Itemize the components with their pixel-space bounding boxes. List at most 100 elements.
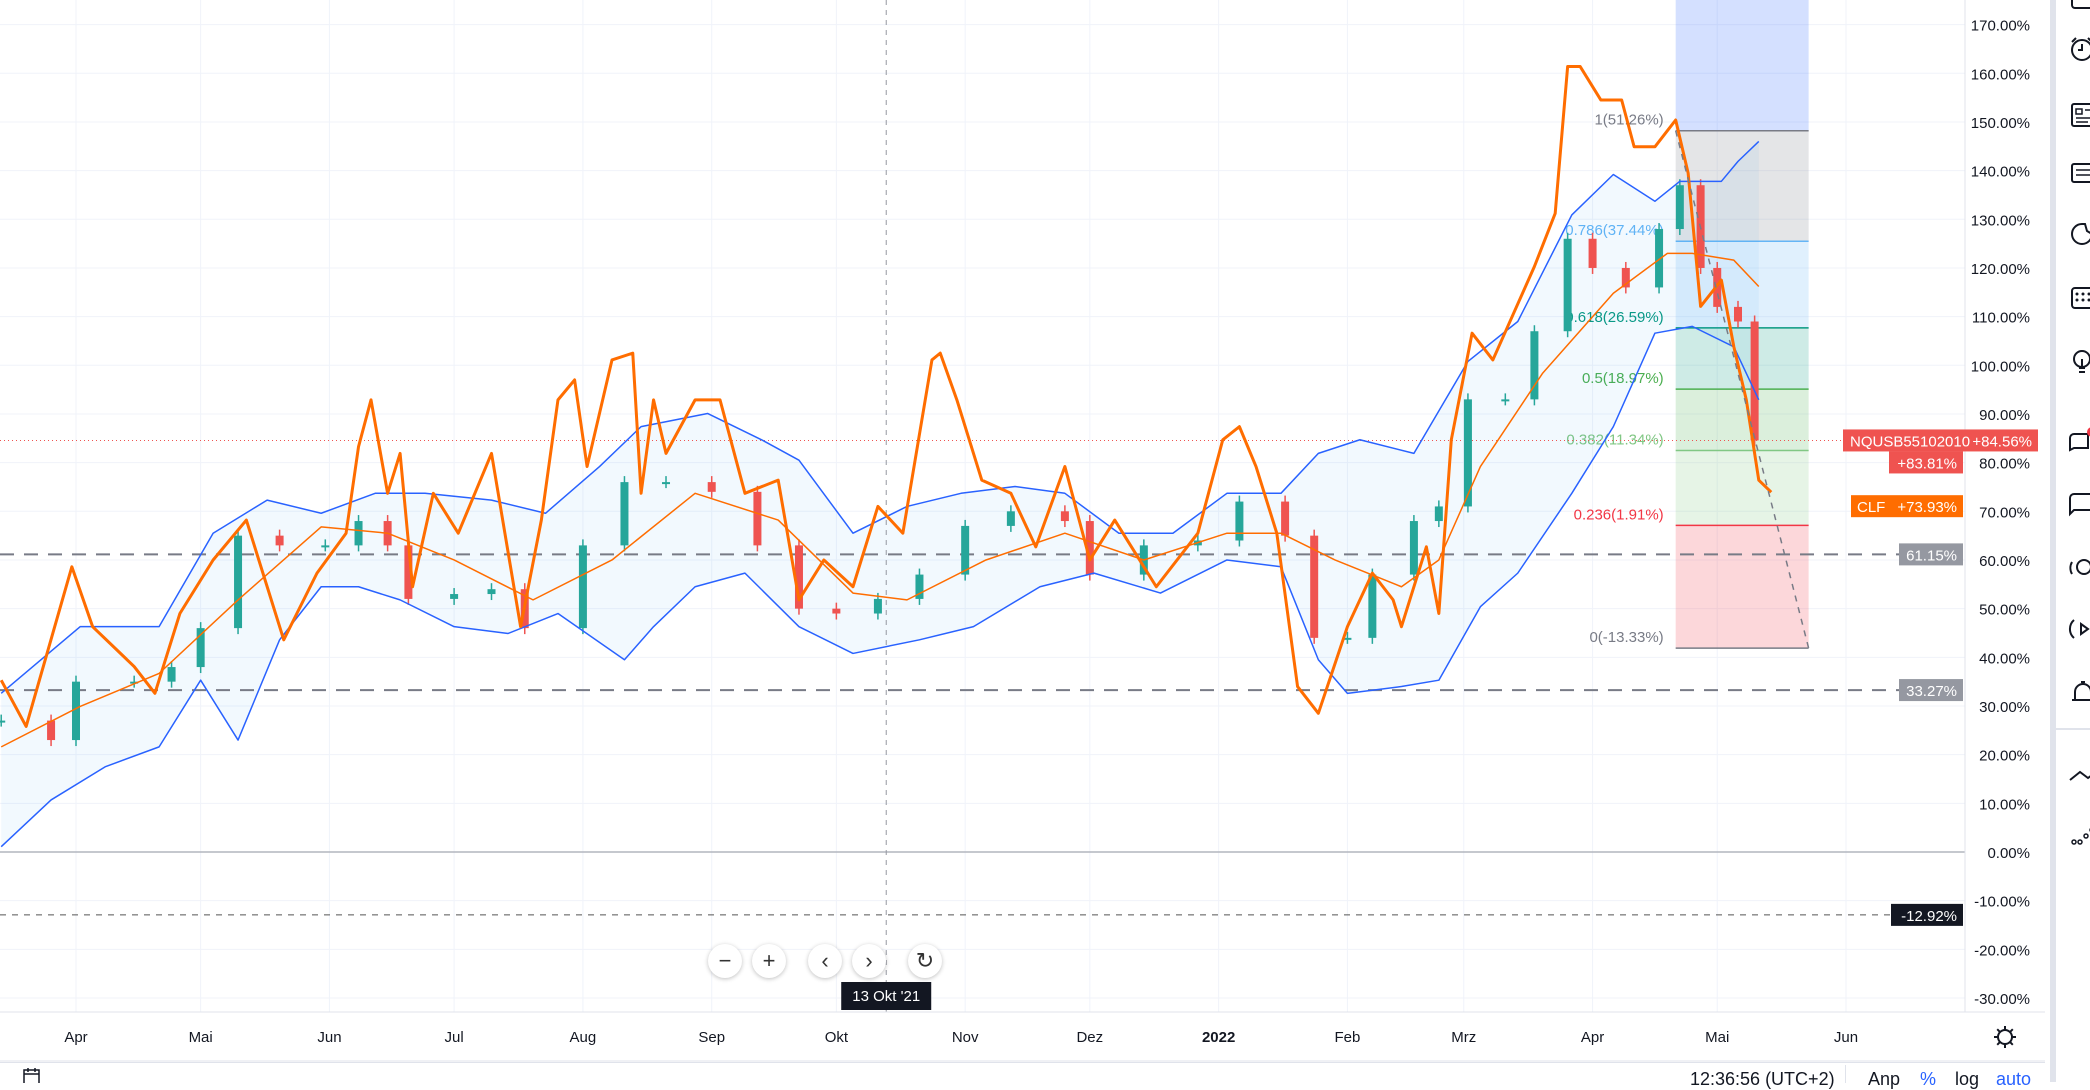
time-axis-tick: Dez	[1076, 1029, 1103, 1046]
private-chat-icon[interactable]	[2066, 488, 2090, 518]
price-axis-tick: 130.00%	[1971, 212, 2030, 229]
candle	[0, 721, 5, 723]
candle	[1464, 399, 1472, 506]
time-axis-tick: Mai	[189, 1029, 213, 1046]
watchlist-icon[interactable]	[2066, 0, 2090, 16]
data-window-icon[interactable]	[2066, 156, 2090, 186]
percent-toggle[interactable]: %	[1920, 1069, 1936, 1090]
reset-chart-button[interactable]: ↻	[908, 944, 942, 978]
series-last-value: +84.56%	[1972, 433, 2032, 450]
time-axis-tick: 2022	[1202, 1029, 1235, 1046]
price-axis-tick: -10.00%	[1974, 894, 2030, 911]
dom-icon[interactable]	[2066, 820, 2090, 850]
candle	[488, 589, 496, 594]
candle	[168, 667, 176, 682]
notifications-icon[interactable]	[2066, 676, 2090, 706]
bottom-bar: 12:36:56 (UTC+2) Anp % log auto	[0, 1062, 2045, 1083]
date-range-calendar-icon[interactable]	[22, 1067, 42, 1083]
price-axis-tick: 10.00%	[1979, 796, 2030, 813]
crosshair-date-label: 13 Okt '21	[852, 988, 920, 1005]
clock-timezone[interactable]: 12:36:56 (UTC+2)	[1690, 1069, 1835, 1090]
price-axis-tick: 160.00%	[1971, 66, 2030, 83]
streams-icon[interactable]	[2066, 614, 2090, 644]
zoom-in-button[interactable]: +	[752, 944, 786, 978]
ideas-icon[interactable]	[2066, 346, 2090, 376]
price-axis-tick: 120.00%	[1971, 261, 2030, 278]
alert-clock-icon[interactable]	[2066, 34, 2090, 64]
horizontal-line-label: -12.92%	[1901, 908, 1957, 925]
series-name-label: NQUSB55102010	[1850, 433, 1970, 450]
candle	[620, 482, 628, 545]
trading-panel-icon[interactable]	[2066, 758, 2090, 788]
time-axis-tick: Mrz	[1451, 1029, 1476, 1046]
time-axis-tick: Apr	[1581, 1029, 1604, 1046]
adjust-toggle[interactable]: Anp	[1868, 1069, 1900, 1090]
candle	[1235, 502, 1243, 541]
candle	[1061, 511, 1069, 521]
calendar-grid-icon[interactable]	[2066, 282, 2090, 312]
price-axis-tick: 110.00%	[1972, 310, 2030, 327]
price-axis-tick: 90.00%	[1979, 407, 2030, 424]
fib-extension-zone	[1676, 0, 1809, 131]
auto-toggle[interactable]: auto	[1996, 1069, 2031, 1090]
price-axis-tick: 60.00%	[1979, 553, 2030, 570]
time-axis-tick: Mai	[1705, 1029, 1729, 1046]
candle	[1501, 399, 1509, 401]
news-icon[interactable]	[2066, 100, 2090, 130]
candle	[450, 594, 458, 599]
candle	[276, 536, 284, 546]
candle	[1676, 185, 1684, 229]
fib-zone	[1676, 450, 1809, 525]
hotlist-icon[interactable]	[2066, 218, 2090, 248]
fib-level-label: 0.236(1.91%)	[1574, 506, 1664, 523]
zoom-out-button[interactable]: −	[708, 944, 742, 978]
time-axis-tick: Sep	[698, 1029, 725, 1046]
price-axis-tick: 80.00%	[1979, 456, 2030, 473]
candle	[1435, 506, 1443, 521]
price-axis-tick: 140.00%	[1971, 164, 2030, 181]
candle	[753, 492, 761, 546]
candle	[832, 609, 840, 614]
bollinger-band-fill	[1, 141, 1759, 846]
fib-level-label: 0(-13.33%)	[1589, 629, 1663, 646]
candle	[1007, 511, 1015, 526]
candle	[874, 599, 882, 614]
scroll-right-button[interactable]: ›	[852, 944, 886, 978]
time-axis-tick: Aug	[570, 1029, 597, 1046]
time-axis-tick: Feb	[1335, 1029, 1361, 1046]
scroll-left-button[interactable]: ‹	[808, 944, 842, 978]
candle	[1281, 502, 1289, 536]
fib-zone	[1676, 389, 1809, 450]
series-second-value: +83.81%	[1897, 455, 1957, 472]
chart-navigation: − + ‹ › ↻	[708, 944, 942, 978]
candle	[234, 536, 242, 628]
candle	[1368, 575, 1376, 638]
horizontal-line-label: 61.15%	[1906, 547, 1957, 564]
candle	[355, 521, 363, 545]
price-axis-tick: 50.00%	[1979, 602, 2030, 619]
price-axis-tick: 150.00%	[1971, 115, 2030, 132]
bottom-divider	[1845, 1065, 1846, 1083]
chat-icon[interactable]: 1	[2066, 426, 2090, 456]
candle	[321, 545, 329, 547]
time-axis	[0, 1012, 2045, 1062]
time-axis-tick: Apr	[64, 1029, 87, 1046]
time-axis-tick: Okt	[825, 1029, 849, 1046]
candle	[1564, 239, 1572, 331]
candle	[1751, 321, 1759, 440]
time-axis-tick: Nov	[952, 1029, 979, 1046]
price-axis-tick: 0.00%	[1987, 845, 2030, 862]
chart[interactable]: 1(51.26%)0.786(37.44%)0.618(26.59%)0.5(1…	[0, 0, 2045, 1062]
price-axis-tick: 170.00%	[1971, 18, 2030, 35]
time-axis-tick: Jun	[1834, 1029, 1858, 1046]
horizontal-line-label: 33.27%	[1906, 683, 1957, 700]
time-axis-tick: Jul	[445, 1029, 464, 1046]
price-axis-tick: 40.00%	[1979, 650, 2030, 667]
log-toggle[interactable]: log	[1955, 1069, 1979, 1090]
candle	[662, 482, 670, 484]
clf-name-label: CLF	[1857, 499, 1885, 516]
candle	[708, 482, 716, 492]
fib-zone	[1676, 525, 1809, 648]
idea-stream-icon[interactable]	[2066, 554, 2090, 584]
price-axis-tick: 30.00%	[1979, 699, 2030, 716]
